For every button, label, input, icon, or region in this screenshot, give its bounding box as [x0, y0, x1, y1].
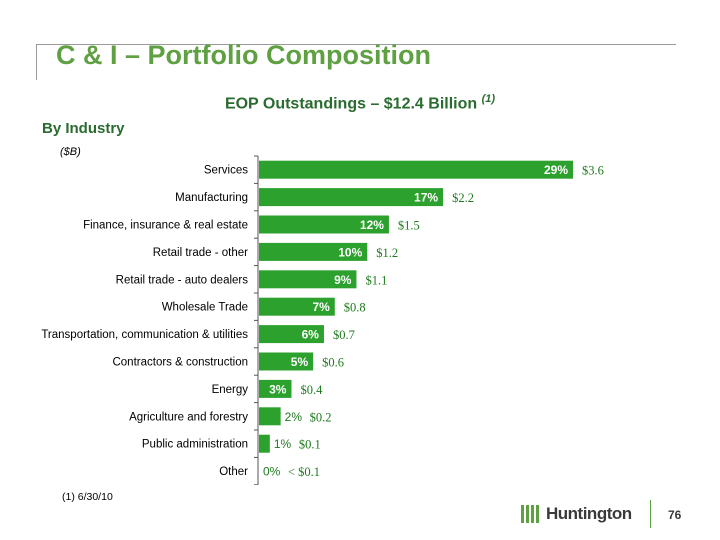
chart-subtitle-text: EOP Outstandings – $12.4 Billion	[224, 95, 478, 113]
amount-label: $0.1	[299, 438, 321, 452]
amount-label: $3.6	[582, 164, 604, 178]
bar	[259, 188, 444, 207]
page-number: 76	[668, 508, 682, 522]
bar	[259, 297, 335, 316]
chart-subtitle: EOP Outstandings – $12.4 Billion (1)	[0, 93, 720, 113]
frame-top-rule	[36, 44, 676, 45]
percent-label: 2%	[285, 410, 303, 424]
category-label: Wholesale Trade	[162, 302, 248, 314]
amount-label: $0.8	[344, 301, 366, 315]
bar	[259, 325, 324, 344]
category-label: Finance, insurance & real estate	[83, 220, 248, 232]
category-label: Retail trade - auto dealers	[116, 274, 249, 286]
percent-label: 6%	[302, 328, 320, 342]
percent-label: 7%	[312, 300, 330, 314]
chart-subtitle-note: (1)	[481, 93, 496, 105]
percent-label: 1%	[274, 437, 292, 451]
percent-label: 0%	[263, 465, 281, 479]
category-label: Energy	[212, 384, 249, 396]
logo-mark-icon	[521, 505, 539, 523]
category-label: Manufacturing	[175, 192, 248, 204]
percent-label: 5%	[291, 355, 309, 369]
percent-label: 17%	[414, 191, 438, 205]
amount-label: $1.1	[365, 273, 387, 287]
section-label: By Industry	[42, 120, 125, 137]
bar	[259, 352, 314, 371]
percent-label: 3%	[269, 382, 287, 396]
amount-label: $1.5	[398, 219, 420, 233]
category-label: Retail trade - other	[153, 247, 248, 259]
unit-label: ($B)	[60, 146, 81, 158]
bar	[259, 434, 270, 453]
amount-label: $0.7	[333, 328, 355, 342]
category-label: Services	[204, 165, 248, 177]
frame-left-rule	[36, 44, 37, 80]
bar	[259, 270, 357, 289]
logo-text: Huntington	[546, 504, 632, 523]
percent-label: 12%	[360, 218, 384, 232]
footnote: (1) 6/30/10	[62, 491, 113, 503]
category-label: Other	[219, 466, 248, 478]
bar	[259, 407, 281, 426]
bar	[259, 215, 389, 234]
page-title: C & I – Portfolio Composition	[56, 40, 431, 70]
category-label: Transportation, communication & utilitie…	[41, 329, 248, 341]
industry-bar-chart: Services 29% $3.6 Manufacturing 17% $2.2 Finan…	[41, 155, 604, 485]
percent-label: 9%	[334, 273, 352, 287]
bar	[259, 242, 368, 261]
amount-label: $1.2	[376, 246, 398, 260]
logo-divider	[650, 500, 651, 528]
category-label: Contractors & construction	[112, 357, 248, 369]
category-label: Public administration	[142, 439, 248, 451]
percent-label: 29%	[544, 163, 568, 177]
amount-label: $0.4	[300, 383, 323, 397]
bar	[259, 379, 292, 398]
amount-label: $0.2	[310, 410, 332, 424]
bar	[259, 160, 573, 179]
company-logo: Huntington	[521, 504, 632, 524]
amount-label: < $0.1	[288, 465, 320, 479]
amount-label: $2.2	[452, 191, 474, 205]
amount-label: $0.6	[322, 356, 344, 370]
percent-label: 10%	[338, 245, 362, 259]
category-label: Agriculture and forestry	[129, 411, 248, 423]
